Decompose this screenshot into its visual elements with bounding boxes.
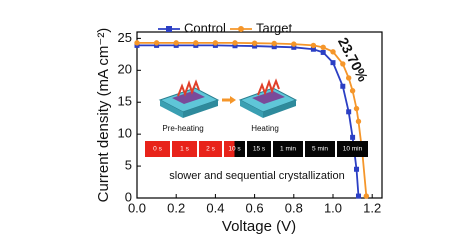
marker xyxy=(153,40,160,46)
inset-illustration xyxy=(158,78,298,118)
marker xyxy=(346,109,352,115)
marker xyxy=(291,44,297,50)
frame-tile xyxy=(305,141,335,157)
y-tick-label: 20 xyxy=(118,62,132,77)
x-tick-label: 0.8 xyxy=(285,200,303,215)
inset-label: Pre-heating xyxy=(162,124,203,133)
frame-tile xyxy=(224,141,235,157)
marker xyxy=(134,40,140,46)
marker xyxy=(363,193,370,199)
marker xyxy=(251,40,258,46)
marker xyxy=(349,88,356,94)
inset-frame: 10 min xyxy=(337,141,368,157)
y-tick-label: 10 xyxy=(118,126,132,141)
marker xyxy=(340,83,346,89)
marker xyxy=(310,46,316,52)
frame-tile xyxy=(145,141,170,157)
frame-label: 1 min xyxy=(280,146,296,153)
frame-tile xyxy=(172,141,197,157)
frame-tile xyxy=(273,141,303,157)
inset-frame: 5 min xyxy=(305,141,335,157)
marker xyxy=(320,49,326,55)
frame-label: 0 s xyxy=(153,146,162,153)
marker xyxy=(193,40,199,46)
x-tick-label: 1.0 xyxy=(324,200,342,215)
inset-frame: 10 s xyxy=(224,141,245,157)
inset-caption: slower and sequential crystallization xyxy=(169,170,344,182)
y-tick-label: 5 xyxy=(125,158,132,173)
marker xyxy=(340,61,346,67)
inset-frame: 1 min xyxy=(273,141,303,157)
marker xyxy=(353,105,360,112)
marker xyxy=(330,60,336,66)
frame-label: 15 s xyxy=(253,146,266,153)
legend-label: Target xyxy=(256,20,293,35)
inset-label: Heating xyxy=(251,124,279,133)
frame-tile xyxy=(337,141,368,157)
x-tick-label: 0.2 xyxy=(167,200,185,215)
x-tick-label: 0.0 xyxy=(128,200,146,215)
marker xyxy=(320,44,326,51)
y-tick-label: 0 xyxy=(125,189,132,204)
marker xyxy=(354,166,360,172)
y-tick-label: 25 xyxy=(118,30,132,45)
marker xyxy=(271,44,277,50)
marker xyxy=(212,40,219,46)
x-tick-label: 0.6 xyxy=(246,200,264,215)
marker xyxy=(310,42,317,49)
marker xyxy=(271,40,277,47)
legend-marker xyxy=(166,26,172,32)
frame-tile xyxy=(247,141,271,157)
x-tick-label: 0.4 xyxy=(206,200,224,215)
marker xyxy=(355,118,362,125)
frame-label: 1 s xyxy=(180,146,189,153)
marker xyxy=(291,41,297,47)
marker xyxy=(232,43,238,49)
marker xyxy=(173,40,179,46)
marker xyxy=(330,49,336,55)
y-tick-label: 15 xyxy=(118,94,132,109)
frame-label: 10 min xyxy=(343,146,363,153)
inset-frame: 0 s xyxy=(145,141,170,157)
marker xyxy=(350,134,356,140)
inset-frame: 2 s xyxy=(199,141,222,157)
legend-label: Control xyxy=(184,20,226,35)
marker xyxy=(355,193,361,199)
x-tick-label: 1.2 xyxy=(363,200,381,215)
frame-tile xyxy=(199,141,222,157)
x-axis-label: Voltage (V) xyxy=(222,218,296,235)
frame-label: 5 min xyxy=(312,146,328,153)
frame-label: 10 s xyxy=(228,146,241,153)
legend-marker xyxy=(238,26,244,32)
y-axis-label: Current density (mA cm⁻²) xyxy=(95,28,112,203)
marker xyxy=(252,43,258,49)
inset-frame: 1 s xyxy=(172,141,197,157)
plot-frame xyxy=(136,31,383,199)
inset-frame: 15 s xyxy=(247,141,271,157)
frame-label: 2 s xyxy=(206,146,215,153)
marker xyxy=(232,40,238,46)
marker xyxy=(345,75,352,81)
